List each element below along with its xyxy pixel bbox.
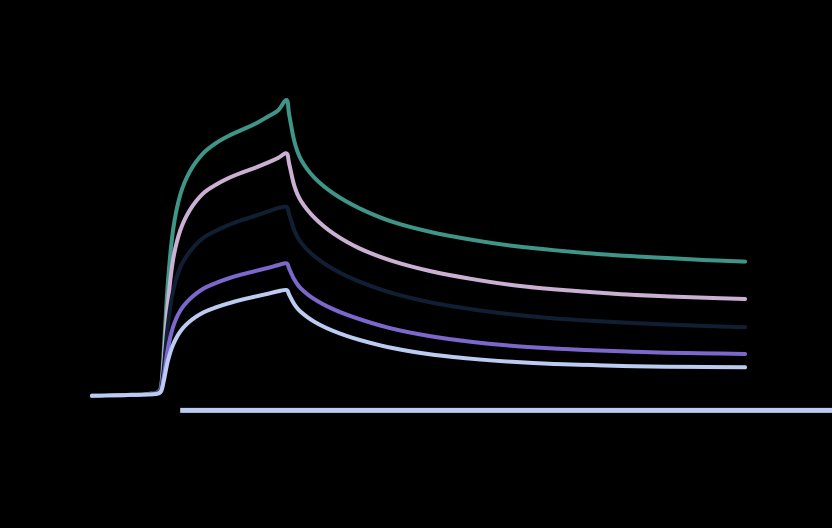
series-line-series-4 [90,261,747,398]
series-line-series-5 [90,287,747,398]
series-layer [90,98,747,398]
series-line-series-2 [90,151,747,398]
